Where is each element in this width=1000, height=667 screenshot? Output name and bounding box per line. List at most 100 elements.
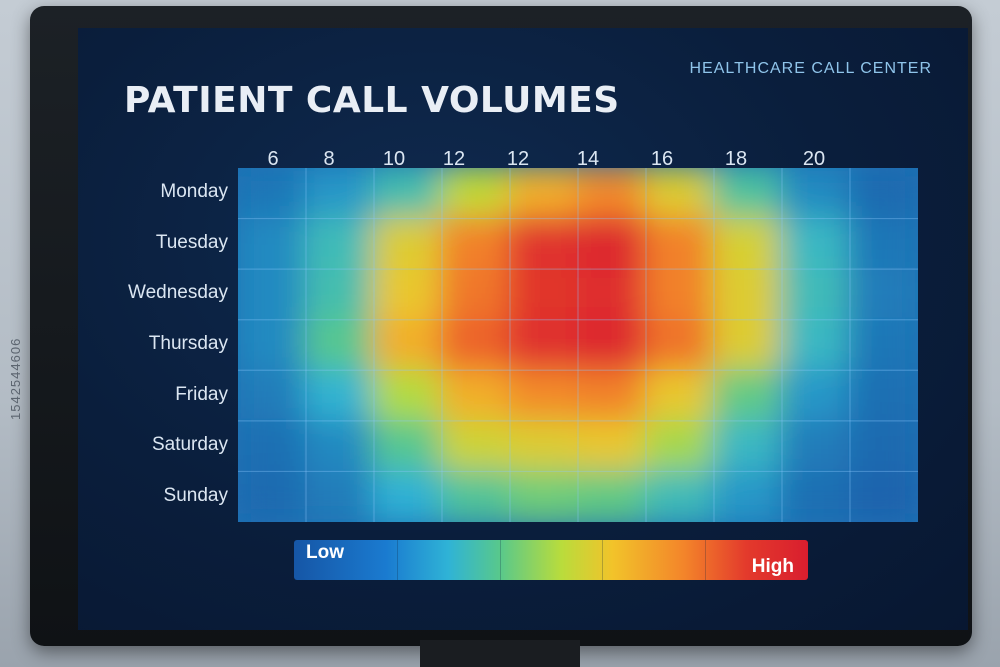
y-tick-label: Sunday <box>163 484 228 506</box>
heatmap-cell <box>780 216 852 272</box>
monitor-stand <box>420 640 580 667</box>
brand-label: HEALTHCARE CALL CENTER <box>689 60 932 77</box>
heatmap-cell <box>304 368 376 423</box>
side-id-text: 1542544606 <box>8 337 23 420</box>
heatmap-cell <box>440 317 512 373</box>
heatmap-cell <box>712 368 784 423</box>
heatmap-cell <box>712 168 784 221</box>
heatmap-cell <box>848 267 918 322</box>
heatmap-cell <box>440 368 512 423</box>
heatmap-cell <box>304 267 376 322</box>
heatmap-grid <box>238 168 918 522</box>
x-tick-label: 12 <box>442 148 466 170</box>
heatmap-cell <box>848 418 918 474</box>
heatmap-cell <box>372 317 444 373</box>
legend-low-label: Low <box>306 542 344 563</box>
heatmap-cell <box>372 267 444 322</box>
legend-divider <box>397 540 398 580</box>
heatmap-cell <box>644 418 716 474</box>
legend-high-label: High <box>751 556 794 577</box>
heatmap-cell <box>238 267 308 322</box>
heatmap-cell <box>712 267 784 322</box>
heatmap-cell <box>576 267 648 322</box>
heatmap-cells <box>238 168 918 522</box>
heatmap-cell <box>712 469 784 522</box>
heatmap-cell <box>848 469 918 522</box>
heatmap-cell <box>440 168 512 221</box>
legend-divider <box>500 540 501 580</box>
heatmap-cell <box>848 317 918 373</box>
x-tick-label: 20 <box>802 148 826 170</box>
heatmap-cell <box>238 216 308 272</box>
heatmap-cell <box>508 216 580 272</box>
heatmap-cell <box>304 418 376 474</box>
page-title: PATIENT CALL VOLUMES <box>124 80 620 121</box>
heatmap-cell <box>238 168 308 221</box>
heatmap-cell <box>304 469 376 522</box>
monitor-screen: PATIENT CALL VOLUMES HEALTHCARE CALL CEN… <box>78 28 968 630</box>
heatmap-cell <box>576 168 648 221</box>
y-tick-label: Monday <box>160 181 228 203</box>
heatmap-cell <box>304 317 376 373</box>
heatmap-cell <box>712 216 784 272</box>
heatmap-cell <box>508 317 580 373</box>
heatmap-cell <box>440 418 512 474</box>
legend-divider <box>705 540 706 580</box>
heatmap-cell <box>238 317 308 373</box>
monitor-frame: PATIENT CALL VOLUMES HEALTHCARE CALL CEN… <box>30 6 972 646</box>
heatmap-cell <box>508 418 580 474</box>
heatmap-cell <box>508 168 580 221</box>
heatmap-cell <box>848 168 918 221</box>
heatmap-cell <box>780 368 852 423</box>
heatmap-cell <box>644 368 716 423</box>
y-tick-label: Friday <box>175 383 228 405</box>
heatmap-cell <box>576 368 648 423</box>
y-tick-label: Wednesday <box>128 282 228 304</box>
heatmap-cell <box>780 168 852 221</box>
x-tick-label: 12 <box>506 148 530 170</box>
heatmap-cell <box>440 267 512 322</box>
heatmap-cell <box>304 216 376 272</box>
heatmap-cell <box>780 469 852 522</box>
heatmap-cell <box>372 418 444 474</box>
heatmap-cell <box>712 317 784 373</box>
x-tick-label: 18 <box>724 148 748 170</box>
heatmap-cell <box>372 216 444 272</box>
heatmap-cell <box>780 317 852 373</box>
heatmap-cell <box>848 216 918 272</box>
heatmap-cell <box>576 216 648 272</box>
heatmap-cell <box>304 168 376 221</box>
heatmap-cell <box>644 469 716 522</box>
heatmap-cell <box>440 469 512 522</box>
heatmap-cell <box>508 469 580 522</box>
y-tick-label: Thursday <box>148 333 228 354</box>
heatmap-chart <box>238 168 918 522</box>
x-tick-label: 10 <box>382 148 406 170</box>
heatmap-cell <box>238 418 308 474</box>
heatmap-cell <box>576 469 648 522</box>
color-legend: Low High <box>294 540 808 580</box>
x-tick-label: 14 <box>576 148 600 170</box>
heatmap-cell <box>576 317 648 373</box>
heatmap-cell <box>508 267 580 322</box>
heatmap-cell <box>644 317 716 373</box>
heatmap-cell <box>238 368 308 423</box>
y-tick-label: Saturday <box>151 434 228 456</box>
heatmap-cell <box>644 267 716 322</box>
heatmap-cell <box>238 469 308 522</box>
heatmap-cell <box>440 216 512 272</box>
x-tick-label: 6 <box>267 148 279 170</box>
heatmap-cell <box>372 368 444 423</box>
heatmap-cell <box>576 418 648 474</box>
heatmap-cell <box>848 368 918 423</box>
x-tick-label: 8 <box>323 148 335 170</box>
heatmap-cell <box>712 418 784 474</box>
y-tick-label: Tuesday <box>155 231 228 253</box>
heatmap-cell <box>372 469 444 522</box>
legend-divider <box>602 540 603 580</box>
heatmap-cell <box>372 168 444 221</box>
heatmap-cell <box>644 216 716 272</box>
heatmap-cell <box>508 368 580 423</box>
x-tick-label: 16 <box>650 148 674 170</box>
heatmap-cell <box>780 267 852 322</box>
